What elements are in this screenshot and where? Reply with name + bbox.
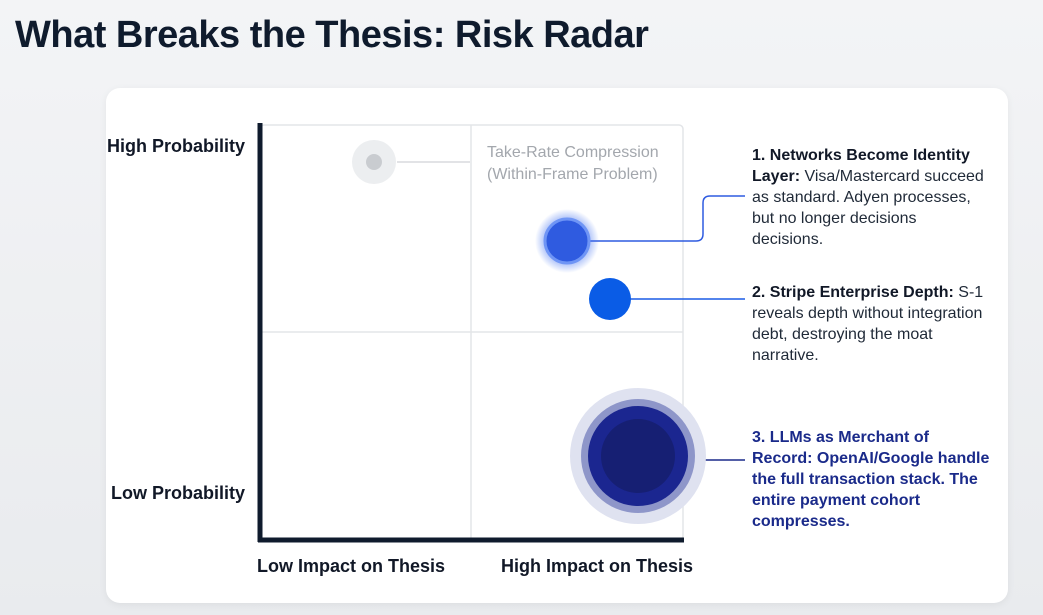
y-label: High Probability [106,136,245,156]
x-label: Low Impact on Thesis [257,556,446,576]
risk-body: Visa/Mastercard succeed as standard. Ady… [752,168,984,248]
risk-heading: 1. Networks Become Identity Layer: [752,147,970,185]
annotation: (Within-Frame Problem) [487,166,658,183]
connector [590,195,745,242]
risk-bubble [589,278,631,320]
risk-bubble [543,217,591,265]
risk-bubble-core [601,419,675,493]
risk-heading: 2. Stripe Enterprise Depth: [752,284,954,301]
risk-text: 2. Stripe Enterprise Depth: S-1 reveals … [752,282,992,366]
annotation: Take-Rate Compression [487,144,659,161]
card [106,88,1008,603]
risk-text: 1. Networks Become Identity Layer: Visa/… [752,145,992,250]
y-label: Low Probability [110,483,245,503]
risk-text: 3. LLMs as Merchant of Record: OpenAI/Go… [752,429,990,530]
title: What Breaks the Thesis: Risk Radar [15,14,649,56]
x-label: High Impact on Thesis [501,556,694,576]
risk-body: S-1 reveals depth without integration de… [752,284,984,364]
risk-bubble-core [366,154,382,170]
